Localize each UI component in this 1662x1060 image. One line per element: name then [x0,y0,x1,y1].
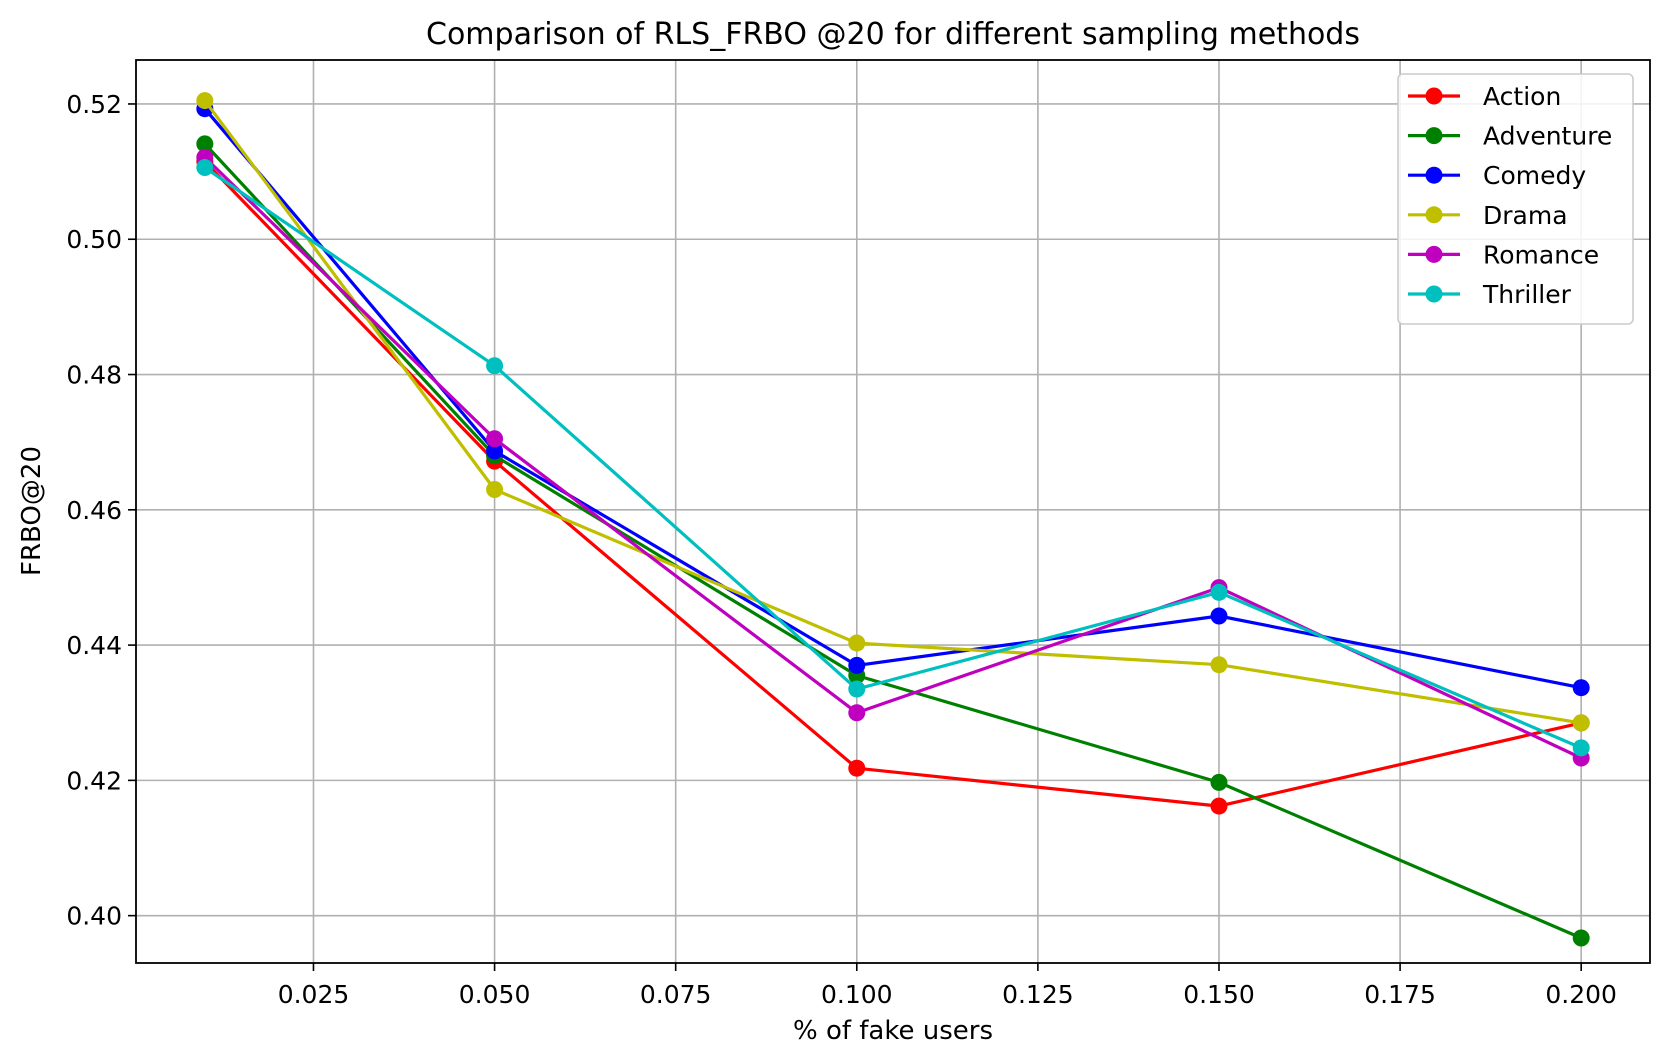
data-point-comedy [486,442,504,460]
y-tick-label: 0.40 [66,902,122,931]
y-axis-label: FRBO@20 [17,446,47,576]
x-tick-label: 0.175 [1364,980,1436,1009]
data-point-comedy [1210,607,1228,625]
legend-label-thriller: Thriller [1482,280,1572,309]
legend-marker-comedy [1425,166,1443,184]
series-thriller [196,159,1590,757]
x-tick-label: 0.125 [1002,980,1074,1009]
legend-item-thriller: Thriller [1408,280,1572,309]
legend-marker-thriller [1425,285,1443,303]
x-tick-label: 0.200 [1545,980,1617,1009]
data-point-thriller [196,159,214,177]
data-point-drama [486,481,504,499]
series-drama [196,92,1590,732]
legend-item-romance: Romance [1408,240,1599,269]
y-tick-label: 0.44 [66,631,122,660]
legend-label-comedy: Comedy [1483,161,1586,190]
data-point-thriller [1572,739,1590,757]
data-point-thriller [486,357,504,375]
legend-label-drama: Drama [1483,201,1568,230]
x-tick-label: 0.025 [278,980,350,1009]
x-tick-label: 0.100 [821,980,893,1009]
data-point-comedy [1572,679,1590,697]
data-point-comedy [848,656,866,674]
series-lines [196,92,1590,947]
legend-item-adventure: Adventure [1408,122,1612,151]
y-tick-label: 0.48 [66,361,122,390]
legend: Action Adventure Comedy Drama Romance Thrille… [1397,73,1634,325]
y-tick-label: 0.50 [66,225,122,254]
y-tick-label: 0.42 [66,766,122,795]
legend-marker-adventure [1425,127,1443,145]
legend-item-drama: Drama [1408,201,1568,230]
x-axis-label: % of fake users [793,1016,993,1046]
plot-frame [135,59,1651,964]
data-point-drama [196,92,214,110]
y-tick-label: 0.52 [66,90,122,119]
legend-item-comedy: Comedy [1408,161,1586,190]
chart-title: Comparison of RLS_FRBO @20 for different… [426,17,1360,52]
legend-marker-drama [1425,206,1443,224]
data-point-action [848,759,866,777]
x-axis-ticks: 0.025 0.050 0.075 0.100 0.125 0.150 0.175 0.200 [278,963,1617,1009]
y-axis-ticks: 0.40 0.42 0.44 0.46 0.48 0.50 0.52 [66,90,136,931]
legend-label-romance: Romance [1483,240,1599,269]
data-point-adventure [1572,929,1590,947]
data-point-adventure [1210,773,1228,791]
legend-label-action: Action [1483,82,1561,111]
data-point-adventure [196,135,214,153]
legend-marker-action [1425,87,1443,105]
y-tick-label: 0.46 [66,496,122,525]
x-tick-label: 0.050 [459,980,531,1009]
data-point-romance [486,430,504,448]
data-point-drama [848,634,866,652]
data-point-drama [1210,656,1228,674]
data-point-action [1210,797,1228,815]
x-tick-label: 0.150 [1183,980,1255,1009]
legend-label-adventure: Adventure [1483,122,1612,151]
data-point-thriller [848,680,866,698]
legend-marker-romance [1425,245,1443,263]
data-point-romance [848,704,866,722]
data-point-thriller [1210,583,1228,601]
x-tick-label: 0.075 [640,980,712,1009]
legend-item-action: Action [1408,82,1561,111]
data-point-drama [1572,714,1590,732]
